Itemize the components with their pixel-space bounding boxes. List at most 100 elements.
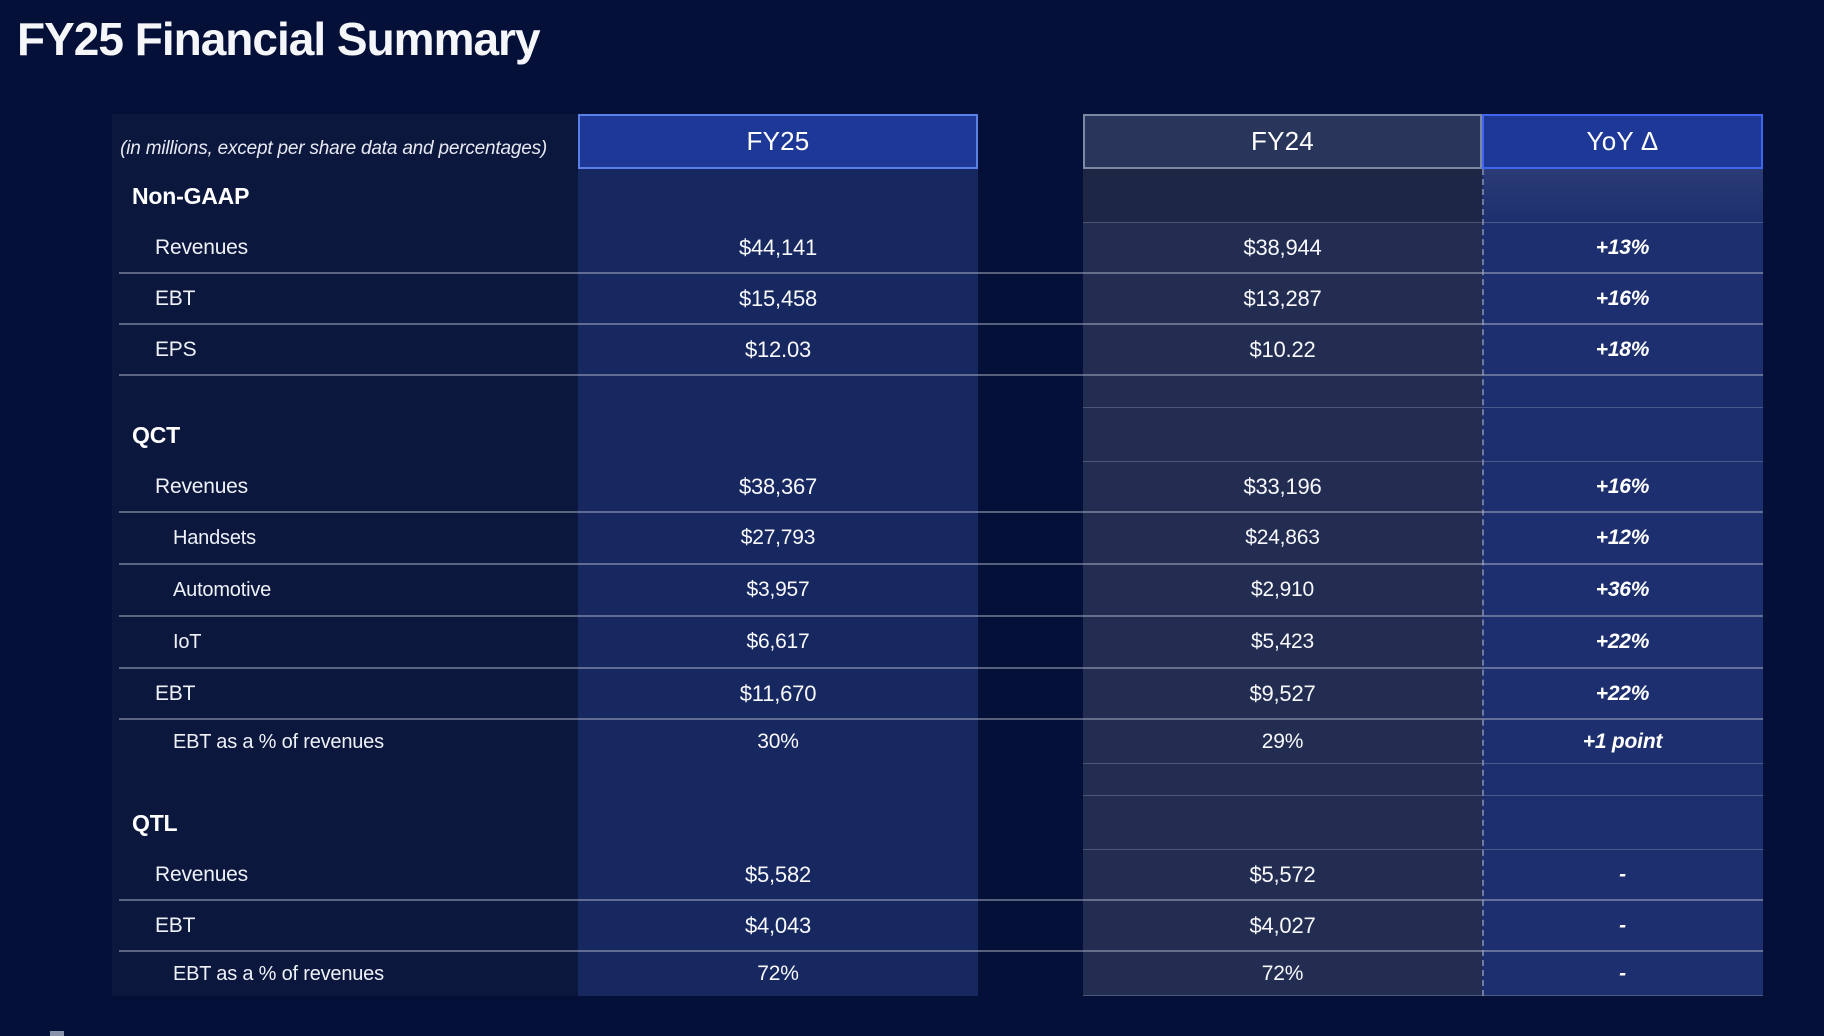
row-label: IoT <box>173 630 202 653</box>
row-label: EBT as a % of revenues <box>173 730 384 753</box>
row-label: Handsets <box>173 526 256 549</box>
row-label: QTL <box>132 809 178 836</box>
yoy-value <box>1482 169 1763 223</box>
row-label: Revenues <box>155 474 248 498</box>
column-header-fy24: FY24 <box>1083 114 1482 169</box>
fy25-value: $15,458 <box>738 285 818 311</box>
yoy-value: +22% <box>1595 630 1650 653</box>
fy24-value <box>1083 764 1482 796</box>
column-gap <box>978 513 1083 563</box>
table-caption: (in millions, except per share data and … <box>120 138 547 159</box>
fy25-value: $11,670 <box>739 680 817 706</box>
column-gap <box>978 764 1083 796</box>
column-gap <box>978 274 1083 323</box>
column-gap <box>978 720 1083 764</box>
clipped-footnote-fragment <box>50 1031 64 1036</box>
fy24-value: $9,527 <box>1249 680 1316 706</box>
fy24-heading-band <box>1083 169 1482 223</box>
yoy-value: +22% <box>1595 681 1650 705</box>
table-row: Handsets $27,793 $24,863 +12% <box>119 513 1763 565</box>
fy24-value <box>1083 408 1482 462</box>
column-gap <box>978 325 1083 374</box>
column-gap <box>978 796 1083 850</box>
table-row: EBT $4,043 $4,027 - <box>119 901 1763 952</box>
yoy-value: - <box>1619 862 1626 886</box>
fy25-column-background <box>578 169 978 996</box>
fy24-column-background <box>1083 169 1482 996</box>
table-row: Automotive $3,957 $2,910 +36% <box>119 565 1763 617</box>
section-heading-row: QCT <box>119 408 1763 462</box>
fy24-value: $4,027 <box>1249 912 1316 938</box>
table-row: Revenues $38,367 $33,196 +16% <box>119 462 1763 513</box>
row-label: Revenues <box>155 235 248 259</box>
column-gap <box>978 408 1083 462</box>
yoy-value <box>1482 408 1763 462</box>
yoy-value: +12% <box>1595 526 1650 549</box>
fy24-value: $38,944 <box>1243 234 1322 260</box>
fy24-value: $24,863 <box>1245 526 1320 549</box>
yoy-value <box>1482 376 1763 408</box>
table-row: Revenues $5,582 $5,572 - <box>119 850 1763 901</box>
fy24-value: 29% <box>1083 720 1482 764</box>
spacer-row <box>119 764 1763 796</box>
row-label: Automotive <box>173 578 272 601</box>
column-gap <box>978 462 1083 511</box>
table-row: EBT $11,670 $9,527 +22% <box>119 669 1763 720</box>
page-title: FY25 Financial Summary <box>17 13 541 65</box>
row-label: QCT <box>132 421 180 448</box>
fy24-value: $5,423 <box>1250 630 1315 653</box>
fy24-value: $2,910 <box>1250 578 1315 601</box>
yoy-value: - <box>1619 913 1626 937</box>
fy25-value: $12.03 <box>744 336 812 362</box>
fy24-value: $10.22 <box>1249 336 1316 362</box>
fy24-value <box>1083 376 1482 408</box>
fy25-value: $3,957 <box>746 578 810 601</box>
column-gap <box>978 617 1083 667</box>
column-gap <box>978 850 1083 899</box>
table-row: EBT as a % of revenues 30% 29% +1 point <box>119 720 1763 764</box>
column-gap <box>978 565 1083 615</box>
spacer-row <box>119 376 1763 408</box>
column-gap <box>978 901 1083 950</box>
column-gap <box>978 169 1083 223</box>
table-row: IoT $6,617 $5,423 +22% <box>119 617 1763 669</box>
fy25-value: $38,367 <box>738 473 818 499</box>
column-gap <box>978 669 1083 718</box>
fy24-value <box>1083 169 1482 223</box>
column-gap <box>978 223 1083 272</box>
table-row: EBT $15,458 $13,287 +16% <box>119 274 1763 325</box>
row-label: EBT <box>155 286 196 310</box>
column-gap <box>978 952 1083 996</box>
section-heading-row: QTL <box>119 796 1763 850</box>
row-label: EPS <box>155 337 197 361</box>
fy25-value: $44,141 <box>738 234 818 260</box>
yoy-value: +16% <box>1595 474 1650 498</box>
fy24-value <box>1083 796 1482 850</box>
fy24-value: 72% <box>1083 952 1482 996</box>
row-label: EBT <box>155 681 196 705</box>
table-row: EBT as a % of revenues 72% 72% - <box>119 952 1763 996</box>
row-label: EBT as a % of revenues <box>173 962 384 985</box>
yoy-value: +36% <box>1595 578 1650 601</box>
yoy-column-background <box>1482 169 1763 996</box>
fy24-value: $33,196 <box>1243 473 1322 499</box>
yoy-value: - <box>1482 952 1763 996</box>
fy25-value: 72% <box>757 962 799 985</box>
fy25-value: $5,582 <box>744 861 812 887</box>
fy25-value: 30% <box>757 730 799 753</box>
fy24-value: $5,572 <box>1249 861 1316 887</box>
column-header-fy25: FY25 <box>578 114 978 169</box>
fy24-value: $13,287 <box>1243 285 1322 311</box>
fy25-value: $6,617 <box>746 630 810 653</box>
row-label: EBT <box>155 913 196 937</box>
fy25-value: $27,793 <box>740 526 816 549</box>
yoy-value <box>1482 764 1763 796</box>
yoy-value <box>1482 796 1763 850</box>
yoy-heading-sheen <box>1484 169 1763 223</box>
column-gap <box>978 376 1083 408</box>
table-row: Revenues $44,141 $38,944 +13% <box>119 223 1763 274</box>
row-label: Revenues <box>155 862 248 886</box>
row-label: Non-GAAP <box>132 182 250 209</box>
fy25-value: $4,043 <box>744 912 812 938</box>
